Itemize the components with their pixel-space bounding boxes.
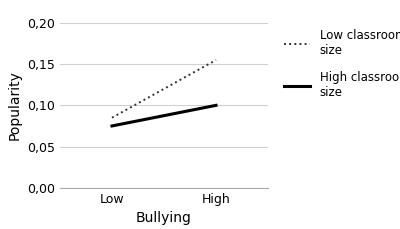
Y-axis label: Popularity: Popularity [8, 70, 22, 140]
X-axis label: Bullying: Bullying [136, 211, 192, 225]
Legend: Low classroom
size, High classroom
size: Low classroom size, High classroom size [284, 29, 400, 99]
